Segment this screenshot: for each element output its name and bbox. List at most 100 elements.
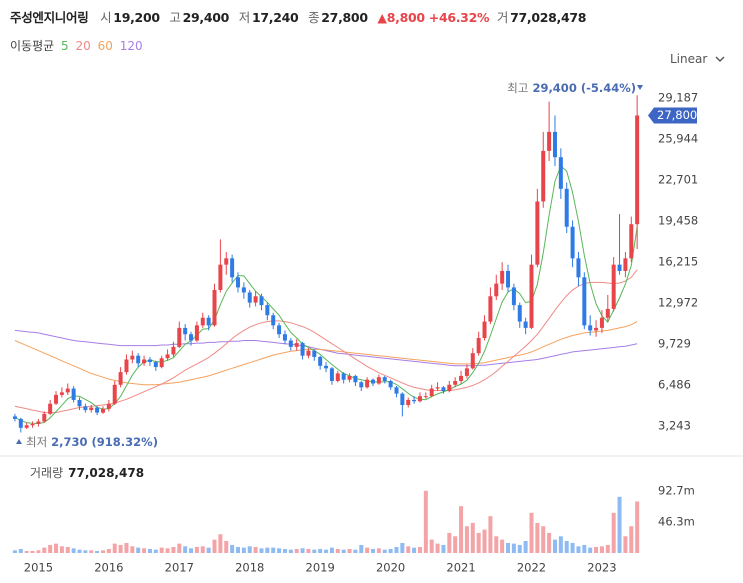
stock-name: 주성엔지니어링 [10, 10, 89, 25]
candle-body [506, 270, 511, 288]
candle-body [429, 388, 434, 397]
max-annotation: 최고 29,400 (-5.44%) [507, 81, 636, 95]
volume-bar [89, 550, 94, 553]
candle-body [470, 353, 475, 369]
volume-bar [230, 544, 235, 553]
volume-title: 거래량 77,028,478 [30, 466, 144, 480]
candle-body [365, 379, 370, 388]
candle-body [54, 394, 59, 404]
candle-body [329, 368, 334, 381]
candle-body [282, 334, 287, 341]
volume-bar [511, 543, 516, 553]
x-tick-label: 2016 [94, 561, 123, 575]
candle-body [24, 425, 29, 428]
candle-body [142, 359, 147, 364]
volume-bar [218, 534, 223, 553]
legend-entry[interactable]: 60 [97, 39, 113, 53]
volume-bar [441, 544, 446, 553]
open-label: 시 [100, 10, 112, 25]
candle-body [171, 346, 176, 355]
candle-body [159, 358, 164, 368]
volume-bar [277, 548, 282, 553]
candle-body [341, 373, 346, 380]
volume-bar [588, 547, 593, 553]
candle-body [71, 388, 76, 400]
candle-body [230, 258, 235, 278]
candle-body [623, 258, 628, 271]
candle-body [576, 258, 581, 278]
candle-body [300, 343, 305, 356]
ma-legend: 이동평균 5 20 60 120 [10, 37, 146, 54]
x-tick-label: 2018 [235, 561, 264, 575]
candle-body [189, 334, 194, 341]
volume-bar [611, 512, 616, 553]
candle-body [447, 384, 452, 392]
candle-body [265, 305, 270, 316]
open-value: 19,200 [113, 10, 160, 25]
candle-body [224, 258, 229, 265]
legend-entry[interactable]: 5 [61, 39, 69, 53]
volume-bar [429, 539, 434, 553]
y-tick-label: 92.7m [658, 483, 695, 497]
volume-bar [106, 548, 111, 553]
max-value: 29,400 (-5.44%) [532, 81, 636, 95]
volume-bar [212, 539, 217, 553]
ma-line [14, 269, 638, 414]
scale-dropdown[interactable]: Linear [670, 52, 725, 66]
candle-body [529, 264, 534, 328]
candle-body [59, 392, 64, 395]
volume-bar [435, 543, 440, 553]
legend-entry[interactable]: 20 [75, 39, 91, 53]
y-tick-label: 25,944 [658, 131, 698, 145]
volume-title-value: 77,028,478 [68, 466, 144, 480]
y-tick-label: 22,701 [658, 172, 698, 186]
volume-bar [423, 490, 428, 553]
volume-bar [300, 548, 305, 553]
volume-bar [353, 549, 358, 553]
min-marker [16, 439, 22, 444]
volume-bar [324, 549, 329, 553]
candle-body [605, 308, 610, 318]
volume-bar [635, 501, 640, 553]
volume-bar [30, 550, 35, 553]
volume-bar [136, 547, 141, 553]
x-tick-label: 2017 [165, 561, 194, 575]
volume-bar [523, 540, 528, 553]
volume-bar [194, 546, 199, 553]
last-price-label: 27,800 [657, 108, 697, 122]
candle-body [382, 377, 387, 381]
volume-bar [388, 548, 393, 553]
candle-body [83, 406, 88, 411]
volume-bar [118, 544, 123, 553]
candle-body [335, 373, 340, 381]
legend-entry[interactable]: 120 [119, 39, 143, 53]
candle-body [464, 368, 469, 376]
candle-body [441, 387, 446, 392]
candle-body [212, 289, 217, 326]
candle-body [500, 270, 505, 284]
volume-bar [541, 526, 546, 553]
candle-body [65, 388, 70, 393]
candle-body [288, 340, 293, 347]
volume-bar [318, 548, 323, 553]
volume-bar [24, 550, 29, 553]
candle-body [48, 403, 53, 414]
candle-body [253, 296, 258, 303]
candle-body [588, 325, 593, 331]
ma-line [14, 329, 638, 367]
y-tick-label: 9,729 [658, 336, 691, 350]
volume-bar [482, 529, 487, 553]
candle-body [12, 416, 17, 419]
high-value: 29,400 [182, 10, 230, 25]
candle-body [306, 350, 311, 356]
volume-bar [552, 539, 557, 553]
last-price-tag [648, 107, 697, 124]
candle-body [200, 317, 205, 326]
candle-body [523, 321, 528, 328]
min-value: 2,730 (918.32%) [51, 435, 158, 449]
candle-body [153, 362, 158, 368]
change: ▲8,800 [377, 10, 425, 25]
volume-bar [365, 547, 370, 553]
volume-bar [306, 548, 311, 553]
candle-body [259, 296, 264, 306]
